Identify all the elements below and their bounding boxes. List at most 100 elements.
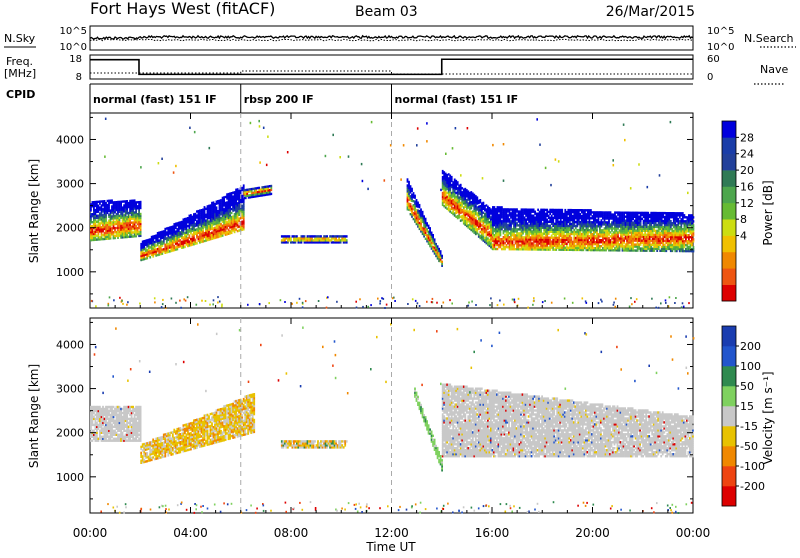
date-title: 26/Mar/2015: [606, 4, 695, 20]
echo-cell: [457, 181, 459, 183]
echo-cell: [440, 250, 442, 252]
echo-cell: [179, 239, 181, 241]
cpid-label: CPID: [6, 88, 35, 101]
echo-cell: [461, 215, 463, 217]
echo-cell: [413, 192, 415, 194]
echo-cell: [140, 201, 142, 203]
echo-cell: [99, 222, 101, 224]
echo-cell: [590, 209, 592, 211]
freq-tick-bottom: 8: [76, 72, 82, 83]
echo-cell: [270, 193, 272, 195]
echo-cell: [119, 201, 121, 203]
echo-cell: [184, 246, 186, 248]
echo-cell: [346, 239, 348, 241]
echo-cell: [410, 185, 412, 187]
echo-cell: [340, 235, 342, 237]
echo-cell: [479, 199, 481, 201]
echo-cell: [428, 225, 430, 227]
echo-cell: [451, 176, 453, 178]
beam-title: Beam 03: [355, 4, 418, 20]
echo-cell: [662, 212, 664, 214]
echo-cell: [220, 217, 222, 219]
echo-cell: [542, 232, 544, 234]
nsearch-label: N.Search: [744, 32, 794, 45]
echo-cell: [119, 215, 121, 217]
nave-tick-bottom: 0: [707, 72, 713, 83]
echo-cell: [662, 220, 664, 222]
freq-panel: Freq. [MHz] 18 8 60 0 Nave: [4, 54, 788, 84]
echo-cell: [461, 191, 463, 193]
echo-cell: [682, 212, 684, 214]
echo-cell: [682, 238, 684, 240]
station-title: Fort Hays West (fitACF): [90, 0, 275, 18]
echo-cell: [622, 212, 624, 214]
echo-cell: [483, 202, 485, 204]
echo-cell: [420, 208, 422, 210]
echo-cell: [435, 243, 437, 245]
echo-cell: [408, 181, 410, 183]
nave-label: Nave: [760, 63, 788, 76]
echo-cell: [602, 211, 604, 213]
echo-cell: [481, 224, 483, 226]
nsearch-tick-top: 10^5: [707, 26, 734, 37]
echo-cell: [461, 187, 463, 189]
echo-cell: [301, 235, 303, 237]
echo-cell: [179, 221, 181, 223]
echo-cell: [240, 217, 242, 219]
echo-cell: [99, 236, 101, 238]
nave-tick-top: 60: [707, 54, 720, 65]
echo-cell: [270, 185, 272, 187]
echo-cell: [149, 256, 151, 258]
echo-cell: [476, 196, 478, 198]
echo-cell: [99, 206, 101, 208]
echo-cell: [561, 209, 563, 211]
echo-cell: [441, 255, 443, 257]
nsky-tick-top: 10^5: [60, 26, 87, 37]
echo-cell: [243, 184, 245, 186]
echo-cell: [179, 231, 181, 233]
echo-cell: [426, 222, 428, 224]
echo-cell: [501, 206, 503, 208]
echo-cell: [429, 227, 431, 229]
echo-cell: [501, 238, 503, 240]
nsearch-tick-bottom: 10^0: [707, 42, 734, 53]
echo-cell: [610, 211, 612, 213]
echo-cell: [522, 236, 524, 238]
echo-cell: [481, 202, 483, 204]
echo-cell: [260, 188, 262, 190]
echo-cell: [231, 212, 233, 214]
echo-cell: [481, 228, 483, 230]
echo-cell: [542, 209, 544, 211]
echo-cell: [99, 212, 101, 214]
echo-cell: [417, 202, 419, 204]
cpid-segment-label: normal (fast) 151 IF: [395, 93, 519, 106]
echo-cell: [643, 220, 645, 222]
echo-cell: [423, 215, 425, 217]
echo-cell: [475, 217, 477, 219]
echo-cell: [196, 242, 198, 244]
echo-cell: [419, 204, 421, 206]
echo-cell: [411, 188, 413, 190]
echo-cell: [460, 184, 462, 186]
echo-cell: [441, 261, 443, 263]
echo-cell: [561, 221, 563, 223]
echo-cell: [199, 227, 201, 229]
echo-cell: [422, 211, 424, 213]
echo-cell: [220, 223, 222, 225]
echo-cell: [643, 212, 645, 214]
echo-cell: [438, 248, 440, 250]
echo-cell: [195, 239, 197, 241]
echo-cell: [602, 247, 604, 249]
nsky-trace: [90, 36, 693, 39]
echo-cell: [461, 209, 463, 211]
echo-cell: [431, 232, 433, 234]
nsky-label: N.Sky: [4, 32, 36, 45]
echo-cell: [189, 234, 191, 236]
echo-cell: [281, 235, 283, 237]
echo-cell: [437, 245, 439, 247]
nsky-tick-bottom: 10^0: [60, 42, 87, 53]
echo-cell: [340, 239, 342, 241]
